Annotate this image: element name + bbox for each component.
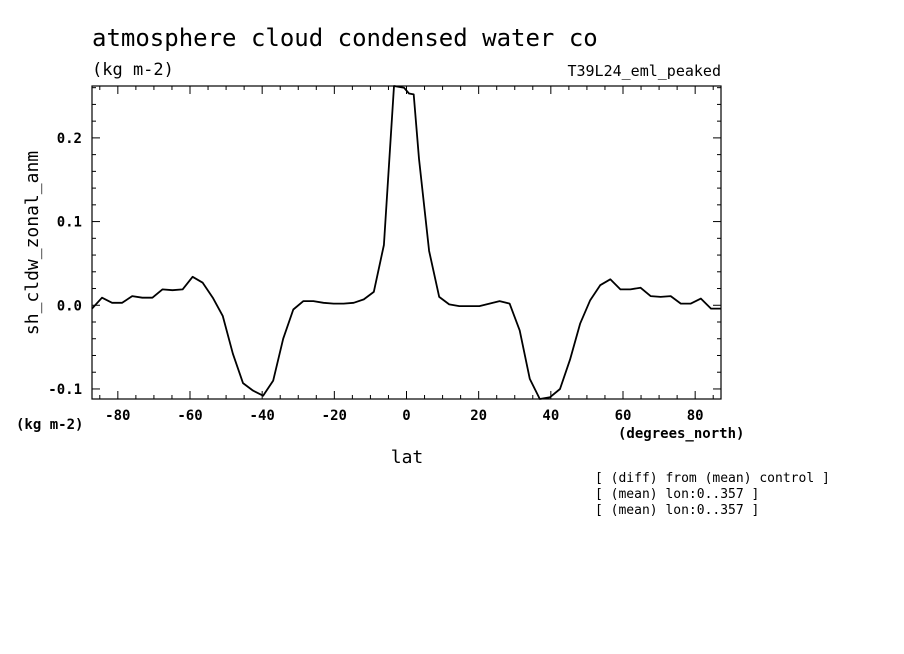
x-tick-label: 40 [542,408,559,424]
x-tick-label: 20 [470,408,487,424]
chart-title: atmosphere cloud condensed water co [92,24,598,52]
x-tick-label: 0 [402,408,410,424]
run-label: T39L24_eml_peaked [567,62,721,80]
x-tick-labels: -80 -60 -40 -20 0 20 40 60 80 [105,408,703,424]
y-tick-label: 0.2 [57,131,82,147]
y-tick-labels: -0.1 0.0 0.1 0.2 [48,131,82,398]
plot-frame [91,85,722,400]
note-line-3: [ (mean) lon:0..357 ] [595,503,759,518]
x-tick-label: -80 [105,408,130,424]
x-tick-label: -20 [322,408,347,424]
series-line [91,85,721,400]
y-tick-label: -0.1 [48,382,82,398]
y-tick-label: 0.0 [57,298,82,314]
note-line-2: [ (mean) lon:0..357 ] [595,487,759,502]
note-line-1: [ (diff) from (mean) control ] [595,471,830,486]
y-tick-label: 0.1 [57,215,82,231]
x-tick-label: -40 [250,408,275,424]
x-tick-label: 60 [615,408,632,424]
units-label: (kg m-2) [92,60,174,80]
x-tick-label: -60 [177,408,202,424]
y-axis-label: sh_cldw_zonal_anm [22,151,43,335]
x-tick-label: 80 [687,408,704,424]
x-units-label: (degrees_north) [618,426,744,442]
tick-marks [92,86,721,399]
y-units-label: (kg m-2) [16,417,83,433]
x-axis-label: lat [391,447,424,468]
